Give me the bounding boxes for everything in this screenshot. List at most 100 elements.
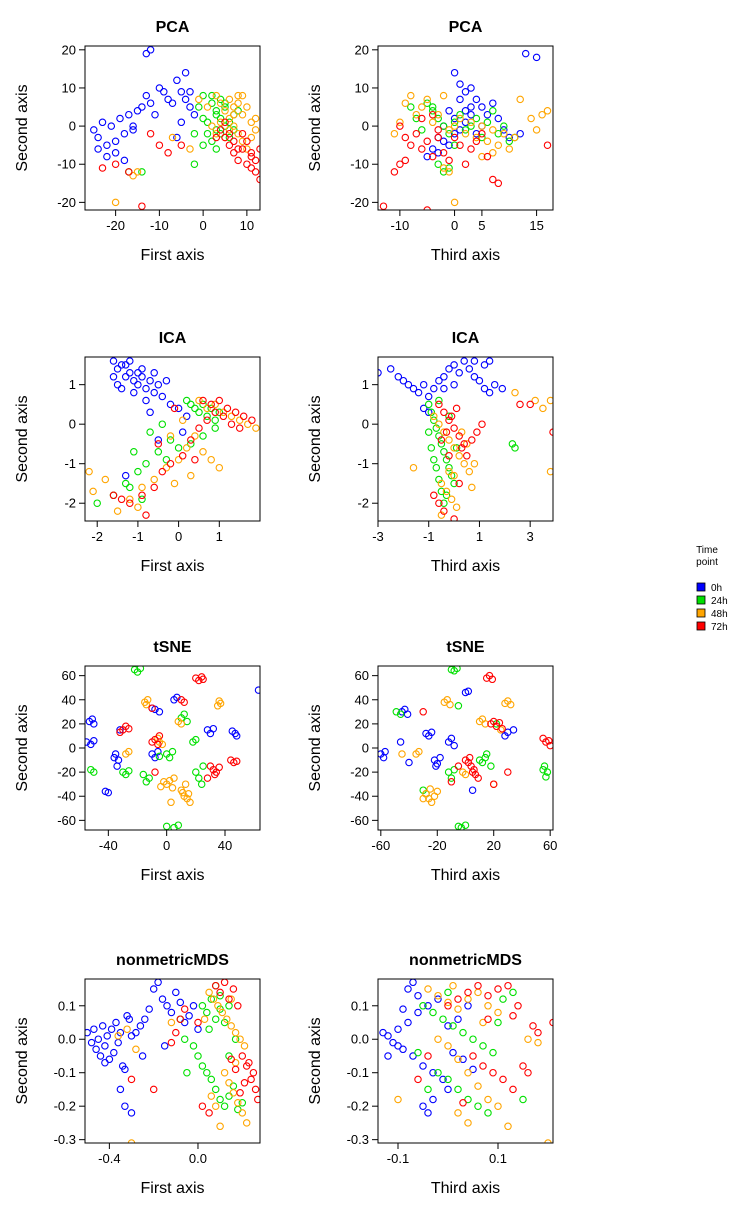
data-point-24h [203,412,211,421]
data-point-48h [452,503,461,511]
data-point-24h [130,448,138,456]
data-point-24h [203,1008,211,1017]
data-point-72h [199,396,207,405]
data-point-48h [418,103,426,111]
data-point-48h [170,774,178,782]
data-point-48h [544,1139,552,1143]
data-point-72h [198,1102,207,1110]
data-point-24h [424,400,433,409]
data-point-24h [445,164,453,172]
data-point-72h [423,206,431,210]
data-point-24h [125,767,133,775]
data-point-48h [430,412,438,421]
data-point-0h [104,788,113,797]
data-point-48h [247,133,256,142]
data-point-0h [419,1102,427,1110]
scatter-panel-3: ICA -2 -1 0 1 -2 -1 0 1 First axis Second axis [14,330,261,575]
data-point-48h [474,1082,482,1090]
data-point-72h [180,1005,189,1013]
y-tick-label: 0.1 [351,998,369,1013]
data-point-48h [409,463,418,472]
x-axis-label: Third axis [431,558,500,575]
data-point-0h [181,95,190,104]
data-point-24h [212,145,221,153]
data-point-48h [127,1139,136,1143]
data-point-0h [126,357,134,365]
data-point-24h [199,400,207,409]
y-tick-label: 0 [69,741,76,756]
data-point-48h [407,91,415,100]
data-point-72h [158,467,167,476]
data-point-24h [424,428,433,436]
data-point-0h [117,361,126,369]
data-point-48h [454,1055,462,1064]
data-point-48h [211,1102,220,1110]
data-point-24h [445,463,453,472]
data-point-0h [146,408,154,417]
data-point-0h [114,1038,122,1047]
data-point-72h [247,149,256,157]
data-point-24h [456,110,464,119]
data-point-0h [460,357,468,365]
data-point-0h [94,133,102,142]
data-point-0h [136,1022,145,1030]
data-point-0h [154,979,162,987]
data-point-24h [543,768,552,776]
data-point-24h [427,408,436,417]
data-point-0h [465,365,474,373]
data-point-48h [484,1002,492,1010]
data-point-24h [442,491,451,500]
data-point-48h [447,495,456,504]
data-point-0h [467,110,475,119]
data-point-48h [230,122,238,130]
data-point-24h [424,1085,432,1094]
data-point-0h [394,373,403,381]
data-point-72h [424,1052,432,1060]
data-point-48h [456,114,464,123]
data-point-24h [434,160,442,168]
data-point-48h [142,700,151,709]
data-point-72h [240,1079,249,1087]
data-point-0h [532,53,541,62]
data-point-24h [192,735,200,744]
data-point-48h [427,798,436,807]
data-point-72h [142,511,150,519]
data-point-48h [227,995,235,1003]
data-point-24h [445,412,453,421]
data-point-48h [494,1102,502,1110]
data-point-0h [130,388,138,397]
data-point-24h [407,103,415,111]
data-point-48h [227,1022,235,1030]
data-point-24h [211,424,219,432]
data-point-72h [245,1058,253,1067]
data-point-24h [174,821,183,829]
data-point-0h [160,1042,169,1050]
data-point-48h [168,784,177,792]
data-point-48h [101,475,110,484]
data-point-0h [461,107,470,115]
data-point-48h [251,114,260,123]
data-point-0h [111,137,120,146]
data-point-72h [509,1012,517,1020]
data-point-0h [429,1095,437,1104]
x-tick-label: -60 [371,838,390,853]
y-tick-label: 1 [362,377,369,392]
x-tick-label: 20 [486,838,500,853]
data-point-72h [484,991,492,1000]
data-point-48h [505,145,514,153]
data-point-48h [168,133,177,142]
data-point-24h [221,99,229,107]
x-tick-label: 0 [175,529,182,544]
data-point-72h [434,133,442,142]
data-point-72h [434,126,442,134]
data-point-72h [472,137,481,146]
data-point-0h [134,380,142,389]
scatter-panel-7: nonmetricMDS -0.4 0.0 -0.3 -0.2 -0.1 0.0 0.1 Fir… [14,952,261,1197]
data-point-24h [481,753,490,762]
panel-title: nonmetricMDS [116,952,229,969]
data-point-48h [230,110,238,119]
data-point-24h [225,133,234,142]
data-point-24h [225,1092,233,1100]
data-point-0h [181,68,190,77]
data-point-72h [215,763,223,772]
